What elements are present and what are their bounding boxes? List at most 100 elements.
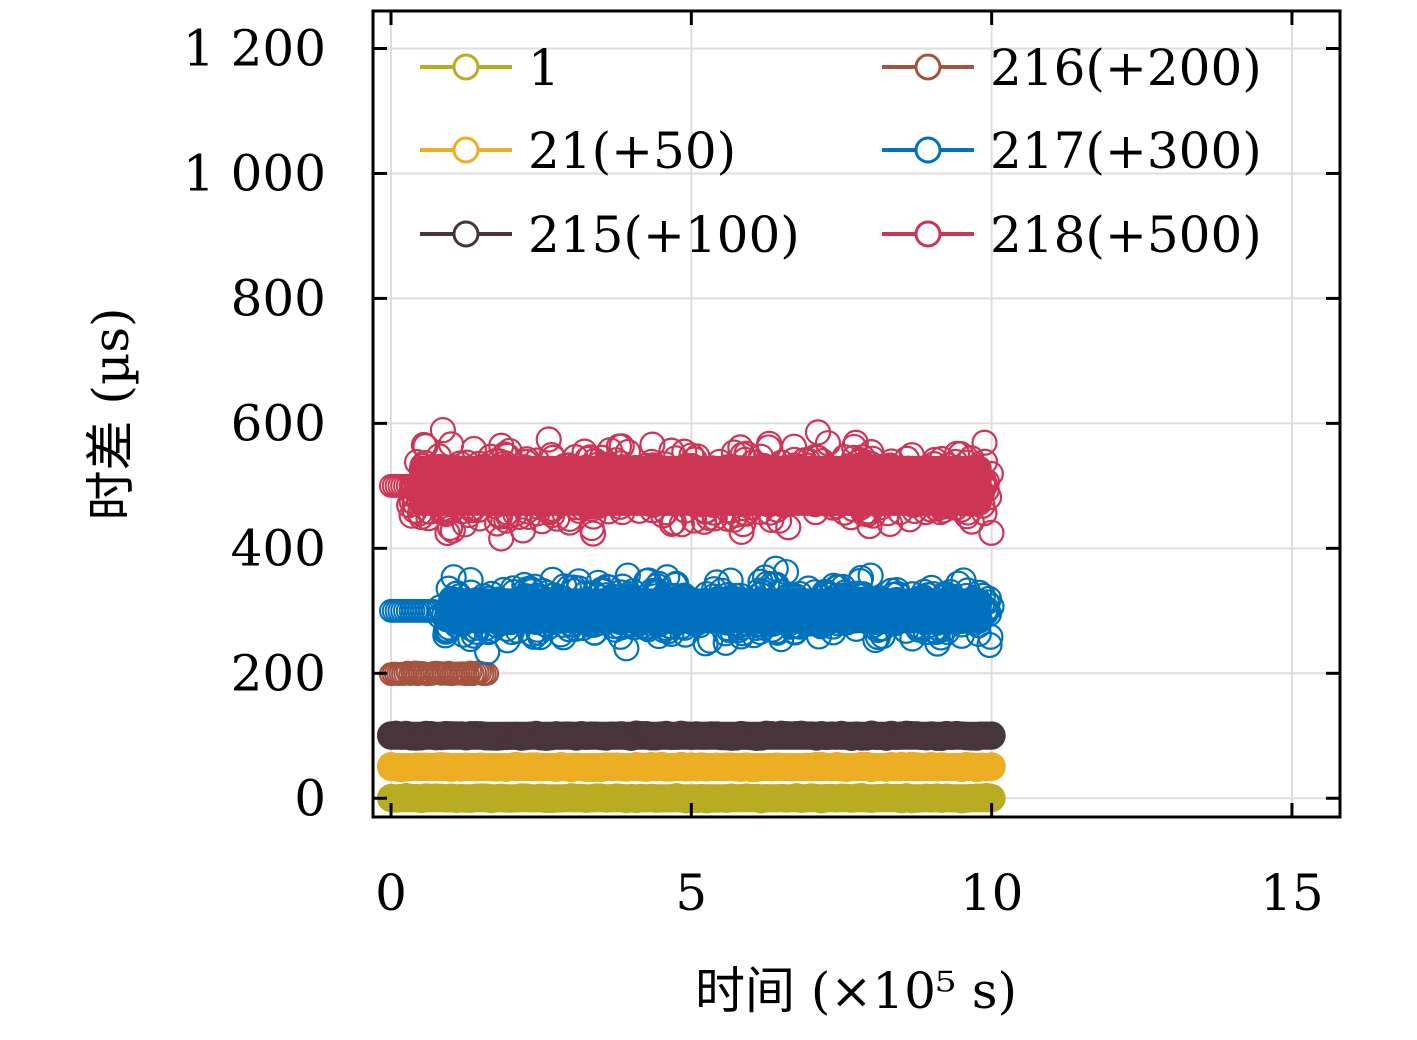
legend-entry: 217(+300) — [882, 122, 1262, 180]
data-point — [474, 638, 501, 666]
data-point — [730, 511, 757, 538]
data-point — [457, 566, 484, 594]
data-point — [557, 611, 585, 638]
data-point — [976, 631, 1003, 659]
data-point — [644, 572, 671, 600]
data-point — [605, 433, 633, 460]
legend-marker — [914, 220, 942, 248]
data-point — [712, 620, 739, 647]
data-point — [915, 484, 943, 511]
series-1 — [377, 783, 1006, 814]
data-point — [913, 468, 940, 496]
data-point — [552, 464, 579, 491]
data-point — [609, 487, 636, 515]
data-point — [581, 619, 608, 646]
data-point — [768, 626, 795, 653]
data-point — [793, 489, 820, 516]
data-point — [675, 485, 702, 512]
legend: 1 21(+50) 215(+100) 216(+200) 217(+300) 218(+… — [420, 39, 1262, 264]
data-point — [678, 442, 705, 469]
x-tick-label: 10 — [960, 864, 1024, 922]
data-point — [445, 593, 472, 621]
data-point — [585, 569, 612, 596]
data-point — [928, 445, 955, 473]
data-point — [587, 604, 614, 631]
data-point — [729, 441, 756, 468]
data-point — [759, 616, 786, 643]
data-point — [440, 564, 467, 591]
y-tick-label: 400 — [231, 519, 326, 577]
data-point — [486, 586, 513, 613]
data-point — [621, 587, 648, 614]
data-point — [434, 519, 461, 547]
data-point — [853, 596, 880, 623]
data-point — [822, 471, 850, 498]
data-point — [412, 433, 439, 460]
legend-marker — [452, 136, 480, 164]
legend-marker — [452, 220, 480, 248]
data-point — [548, 468, 575, 495]
series-217(+300) — [379, 555, 1005, 666]
series-215(+100) — [377, 720, 1006, 752]
data-point — [645, 606, 673, 633]
data-point — [721, 457, 749, 484]
series-218(+500) — [379, 417, 1005, 552]
data-point — [654, 564, 681, 591]
data-point — [775, 514, 802, 541]
data-point — [474, 483, 501, 510]
data-point — [887, 480, 914, 507]
data-point — [932, 615, 959, 642]
data-point — [811, 578, 839, 605]
data-point — [430, 477, 457, 504]
y-tick-label: 800 — [231, 269, 326, 327]
y-tick-label: 1 200 — [183, 19, 326, 77]
data-point — [565, 575, 592, 602]
data-point — [428, 487, 455, 514]
x-axis-label: 时间 (×10⁵ s) — [695, 962, 1017, 1020]
data-point — [769, 579, 796, 606]
data-point — [609, 454, 636, 481]
data-point — [516, 599, 543, 626]
data-point — [726, 616, 753, 643]
data-point — [963, 588, 991, 615]
data-point — [882, 483, 910, 510]
data-point — [400, 474, 427, 501]
x-tick-label: 0 — [375, 864, 407, 922]
data-point — [635, 478, 663, 505]
data-point — [455, 501, 483, 529]
data-point — [929, 478, 956, 505]
data-point — [558, 483, 585, 511]
legend-marker — [914, 53, 942, 81]
legend-entry: 1 — [420, 39, 560, 97]
data-point — [516, 477, 543, 505]
data-point — [745, 593, 772, 620]
data-point — [527, 595, 554, 622]
legend-entry: 218(+500) — [882, 206, 1262, 264]
data-point — [580, 503, 607, 530]
data-point — [662, 596, 689, 623]
data-point — [710, 607, 737, 634]
data-point — [813, 457, 841, 484]
data-point — [756, 430, 783, 457]
series-21(+50) — [377, 751, 1006, 783]
data-point — [536, 613, 563, 640]
data-point — [868, 589, 895, 616]
data-point — [608, 593, 636, 621]
data-point — [903, 613, 930, 640]
data-point — [661, 481, 689, 508]
data-point — [796, 610, 824, 637]
data-point — [676, 605, 703, 632]
y-tick-label: 200 — [231, 644, 326, 702]
legend-label: 21(+50) — [528, 122, 736, 180]
data-point — [668, 511, 695, 538]
data-point — [678, 481, 705, 508]
data-point — [641, 486, 668, 513]
plot-background — [373, 11, 1340, 817]
grid — [373, 11, 1340, 817]
data-point — [452, 606, 479, 633]
data-point — [429, 417, 456, 444]
data-point — [743, 489, 771, 516]
data-point — [681, 446, 708, 473]
legend-label: 215(+100) — [528, 206, 800, 264]
